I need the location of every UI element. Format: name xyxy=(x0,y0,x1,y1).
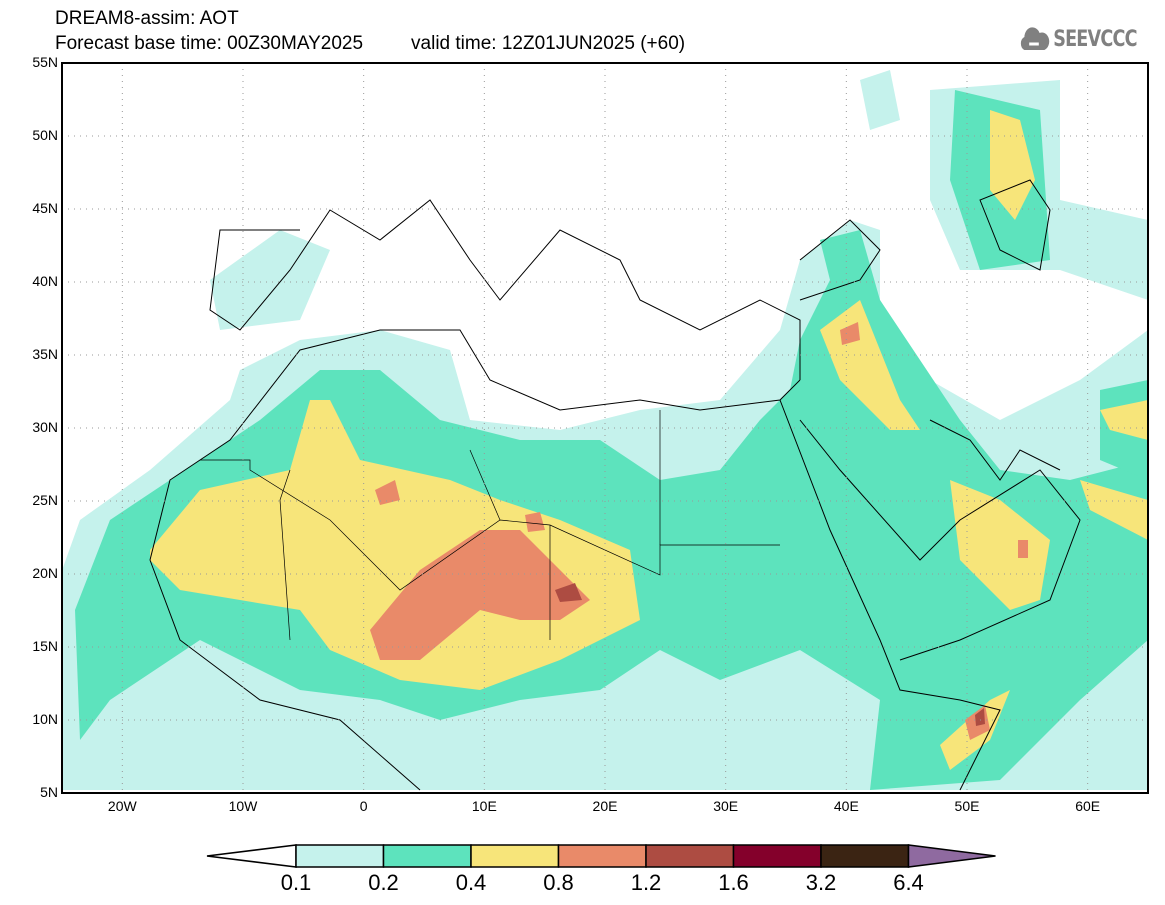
aot-field xyxy=(62,70,1148,791)
colorbar-label: 0.2 xyxy=(368,870,399,895)
forecast-times: Forecast base time: 00Z30MAY2025 valid ti… xyxy=(55,33,733,55)
seevccc-logo: SEEVCCC xyxy=(1018,26,1138,52)
colorbar-label: 3.2 xyxy=(805,870,837,895)
cloud-icon xyxy=(1020,27,1050,50)
lon-tick-label: 20E xyxy=(592,798,618,814)
colorbar-swatch xyxy=(295,844,385,868)
colorbar-label: 0.1 xyxy=(280,870,312,895)
colorbar-swatch xyxy=(382,844,472,868)
colorbar-label: 0.4 xyxy=(455,870,487,895)
base-time: Forecast base time: 00Z30MAY2025 xyxy=(55,33,364,54)
colorbar-swatch xyxy=(820,844,910,868)
colorbar-over-arrow xyxy=(907,844,996,868)
lat-tick-label: 5N xyxy=(40,784,58,800)
colorbar-label: 1.2 xyxy=(630,870,662,895)
lon-tick-label: 40E xyxy=(833,798,859,814)
lat-tick-label: 35N xyxy=(32,346,58,362)
map-frame xyxy=(61,62,1149,794)
colorbar-swatch xyxy=(557,844,647,868)
lon-tick-label: 50E xyxy=(954,798,980,814)
graticule xyxy=(62,63,1148,793)
lon-tick-label: 10E xyxy=(471,798,497,814)
logo-text: SEEVCCC xyxy=(1053,26,1137,52)
lat-tick-label: 25N xyxy=(32,492,58,508)
lon-tick-label: 60E xyxy=(1075,798,1101,814)
lat-tick-label: 20N xyxy=(32,565,58,581)
lat-tick-label: 15N xyxy=(32,638,58,654)
colorbar-swatch xyxy=(732,844,822,868)
lon-tick-label: 0 xyxy=(359,798,368,814)
coastlines xyxy=(149,179,1081,791)
lat-tick-label: 40N xyxy=(32,273,58,289)
colorbar-label: 1.6 xyxy=(718,870,749,895)
colorbar-label: 6.4 xyxy=(893,870,924,895)
lon-tick-label: 20W xyxy=(107,798,137,814)
lat-tick-label: 10N xyxy=(32,711,58,727)
map-title: DREAM8-assim: AOT xyxy=(55,8,239,29)
colorbar-label: 0.8 xyxy=(543,870,574,895)
colorbar-swatch xyxy=(645,844,735,868)
lat-tick-label: 55N xyxy=(32,54,58,70)
colorbar xyxy=(206,844,996,868)
aot-contour-0.8 xyxy=(370,322,1028,740)
valid-time: valid time: 12Z01JUN2025 (+60) xyxy=(411,33,686,54)
lat-tick-label: 45N xyxy=(32,200,58,216)
lon-tick-label: 10W xyxy=(228,798,258,814)
lat-tick-label: 50N xyxy=(32,127,58,143)
lon-tick-label: 30E xyxy=(713,798,739,814)
colorbar-swatch xyxy=(470,844,560,868)
borders xyxy=(200,410,780,641)
colorbar-under-arrow xyxy=(206,844,297,868)
lat-tick-label: 30N xyxy=(32,419,58,435)
